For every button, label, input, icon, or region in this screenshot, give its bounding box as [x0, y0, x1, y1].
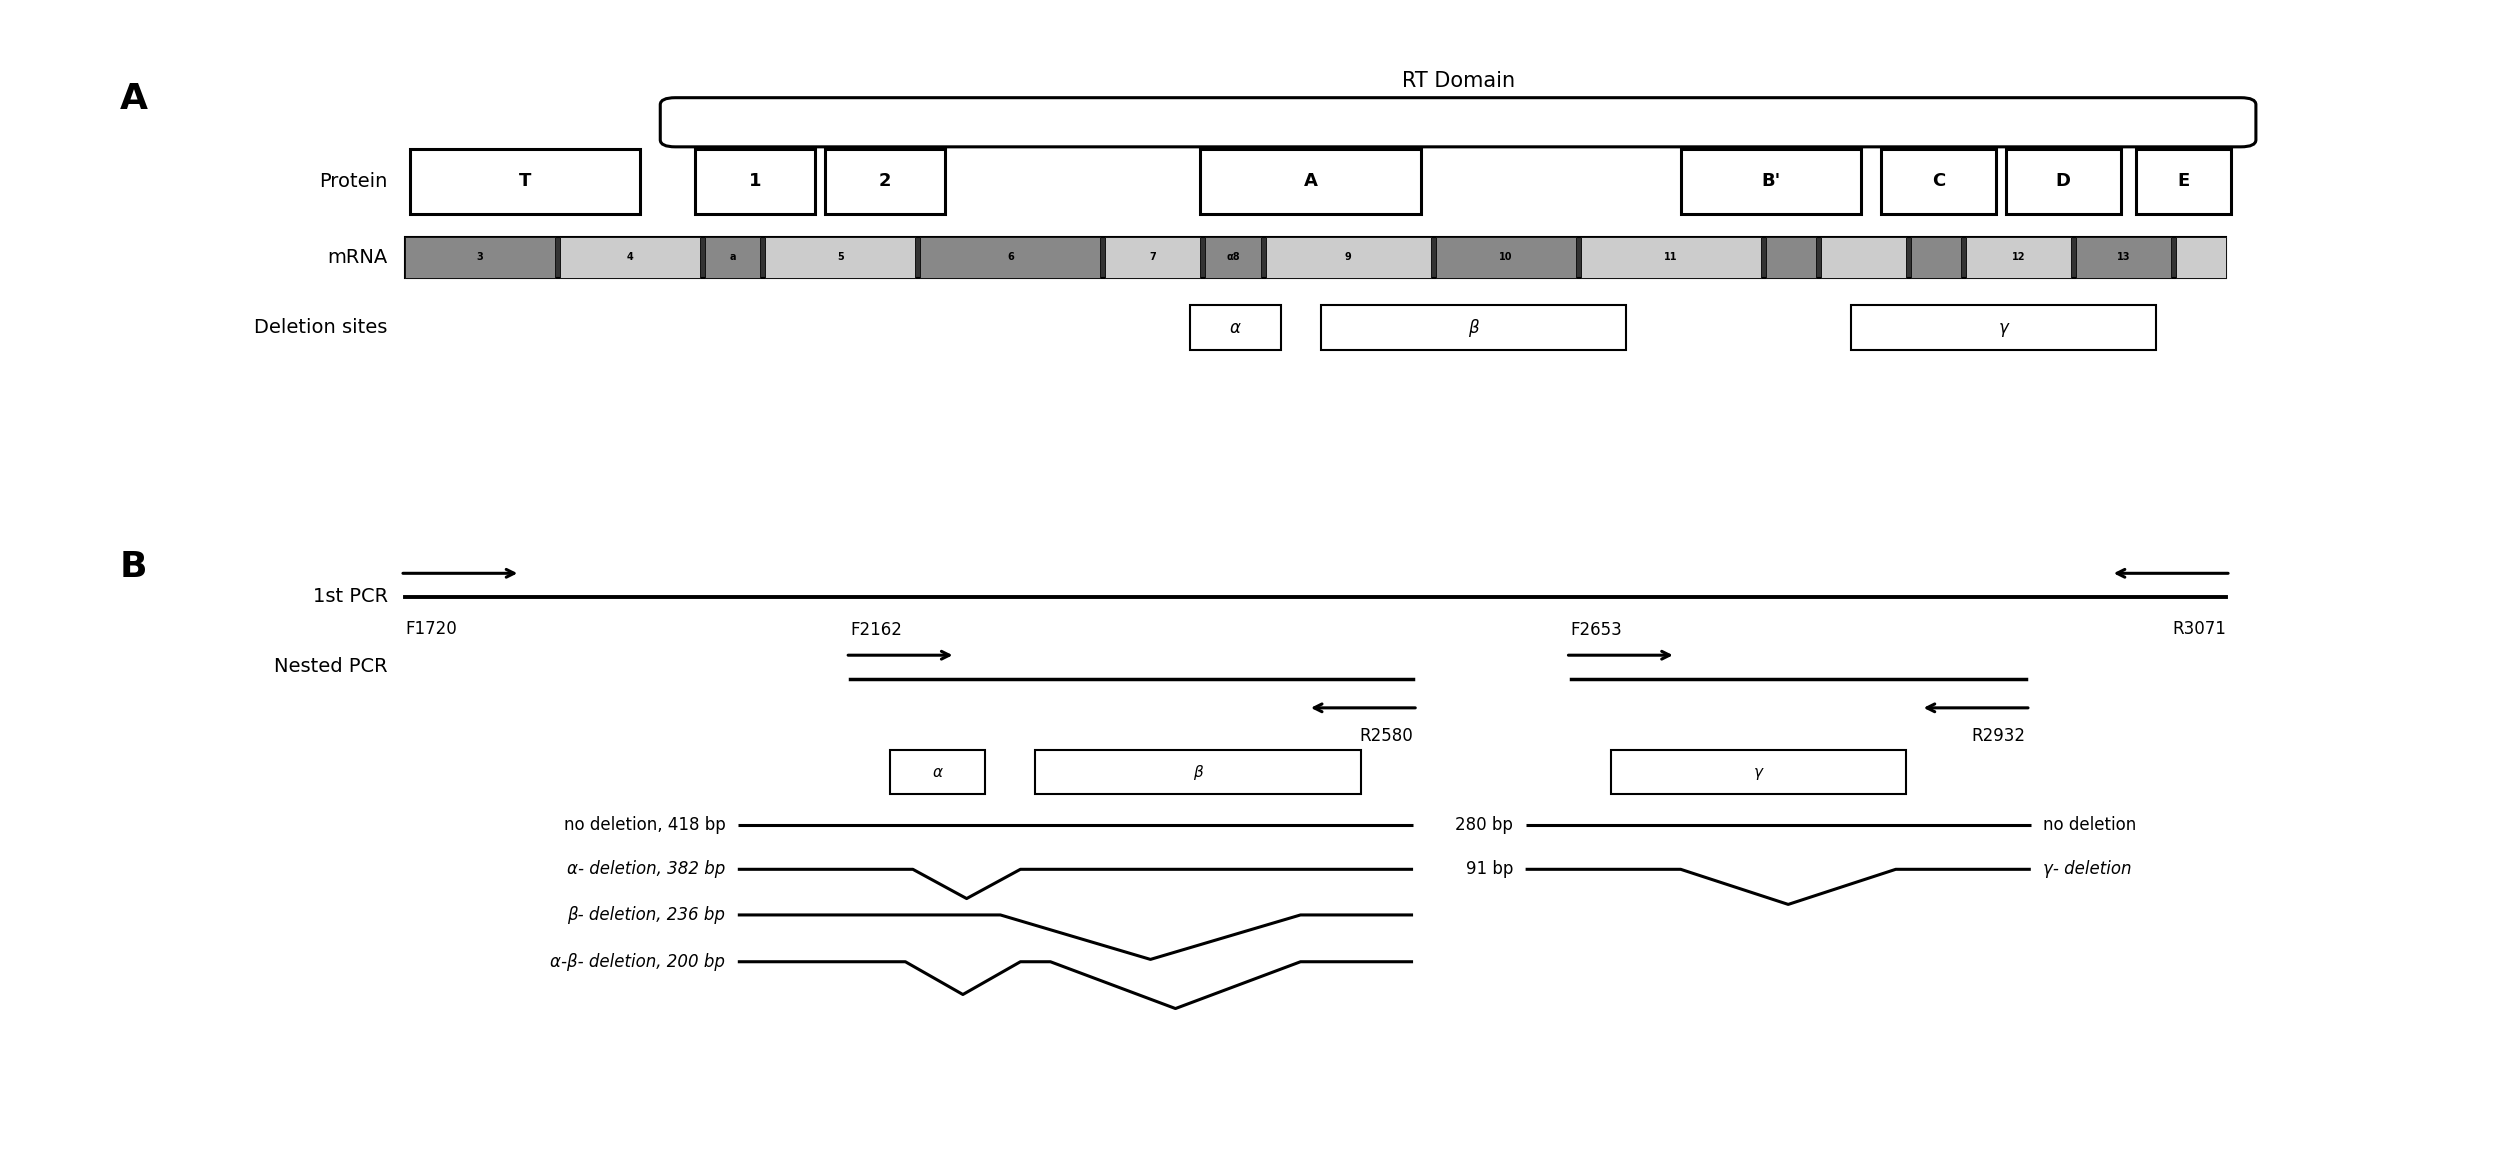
Text: Protein: Protein [320, 172, 388, 191]
Text: β: β [1468, 318, 1478, 337]
Bar [1611, 750, 1906, 794]
Text: γ- deletion: γ- deletion [2043, 860, 2131, 879]
Text: R3071: R3071 [2171, 620, 2226, 638]
Text: mRNA: mRNA [328, 248, 388, 267]
Bar [1911, 236, 1961, 277]
Bar [1881, 149, 1996, 213]
Bar [2176, 236, 2226, 277]
Bar [1821, 236, 1906, 277]
Text: E: E [2178, 172, 2188, 191]
Text: 6: 6 [1008, 253, 1013, 262]
Bar [1035, 750, 1361, 794]
Text: Nested PCR: Nested PCR [275, 658, 388, 676]
Text: Deletion sites: Deletion sites [255, 318, 388, 337]
Text: 1st PCR: 1st PCR [313, 587, 388, 606]
Bar [920, 236, 1100, 277]
Bar [825, 149, 945, 213]
Text: A: A [120, 82, 148, 116]
Bar [560, 236, 700, 277]
Text: α- deletion, 382 bp: α- deletion, 382 bp [568, 860, 725, 879]
Bar [405, 236, 2226, 277]
Text: A: A [1303, 172, 1318, 191]
Text: B: B [120, 550, 148, 584]
Text: 5: 5 [838, 253, 843, 262]
Bar [1105, 236, 1200, 277]
Text: C: C [1931, 172, 1946, 191]
Text: 9: 9 [1346, 253, 1351, 262]
Text: γ: γ [1998, 318, 2008, 337]
Text: R2580: R2580 [1361, 727, 1413, 744]
Bar [2076, 236, 2171, 277]
Text: 11: 11 [1663, 253, 1678, 262]
Text: 7: 7 [1150, 253, 1155, 262]
Text: RT Domain: RT Domain [1401, 70, 1516, 91]
Text: R2932: R2932 [1971, 727, 2026, 744]
Bar [1266, 236, 1431, 277]
Text: 280 bp: 280 bp [1456, 815, 1513, 834]
Text: no deletion: no deletion [2043, 815, 2136, 834]
Text: no deletion, 418 bp: no deletion, 418 bp [563, 815, 725, 834]
Text: T: T [520, 172, 530, 191]
Bar [1321, 305, 1626, 350]
Bar [695, 149, 815, 213]
Text: a: a [730, 253, 735, 262]
Text: 4: 4 [628, 253, 633, 262]
Bar [1436, 236, 1576, 277]
Text: γ: γ [1753, 765, 1763, 779]
Bar [1200, 149, 1421, 213]
Text: 3: 3 [478, 253, 483, 262]
Bar [2006, 149, 2121, 213]
Bar [1581, 236, 1761, 277]
Text: D: D [2056, 172, 2071, 191]
Text: α: α [933, 765, 943, 779]
Bar [890, 750, 985, 794]
Bar [1766, 236, 1816, 277]
Text: 10: 10 [1498, 253, 1513, 262]
Bar [410, 149, 640, 213]
Text: β: β [1193, 765, 1203, 779]
Text: 91 bp: 91 bp [1466, 860, 1513, 879]
Bar [405, 236, 555, 277]
Text: F1720: F1720 [405, 620, 458, 638]
Bar [2136, 149, 2231, 213]
Text: α8: α8 [1225, 253, 1240, 262]
Bar [705, 236, 760, 277]
Text: F2162: F2162 [850, 621, 903, 639]
Text: 12: 12 [2011, 253, 2026, 262]
Bar [1205, 236, 1261, 277]
Bar [765, 236, 915, 277]
Text: β- deletion, 236 bp: β- deletion, 236 bp [568, 906, 725, 924]
Bar [1681, 149, 1861, 213]
Text: 2: 2 [880, 172, 890, 191]
Text: α: α [1230, 318, 1240, 337]
Text: 13: 13 [2116, 253, 2131, 262]
Bar [1190, 305, 1281, 350]
Text: B': B' [1761, 172, 1781, 191]
Text: F2653: F2653 [1571, 621, 1623, 639]
Bar [1851, 305, 2156, 350]
Text: α-β- deletion, 200 bp: α-β- deletion, 200 bp [550, 952, 725, 971]
Text: 1: 1 [750, 172, 760, 191]
Bar [1966, 236, 2071, 277]
